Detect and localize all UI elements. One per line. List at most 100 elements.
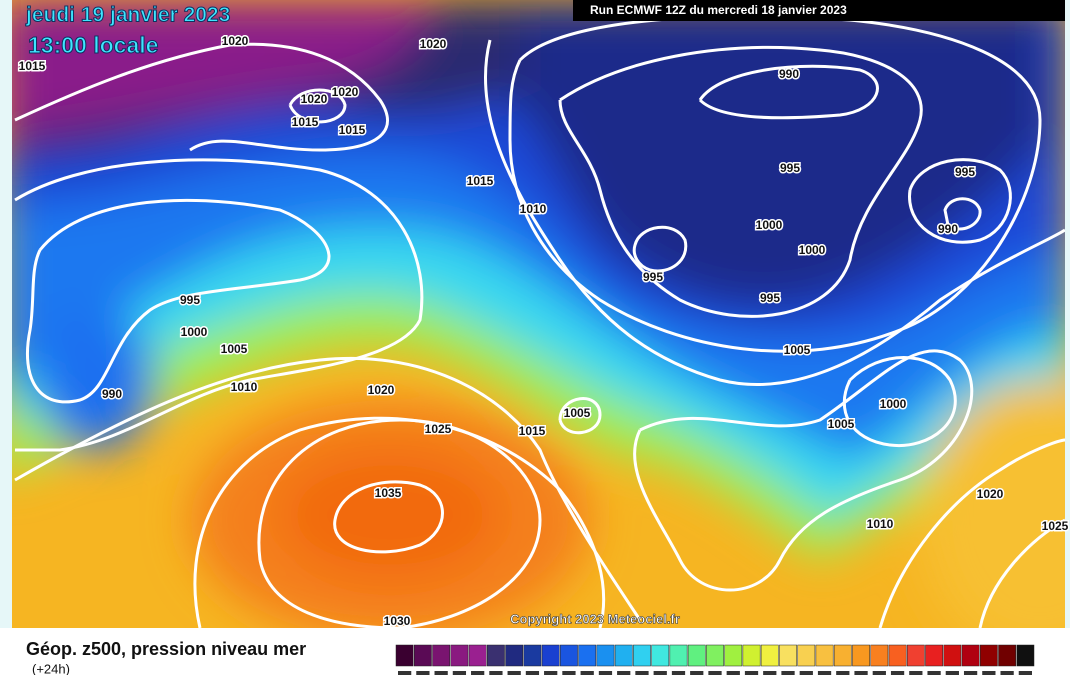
isobar-label: 1010 — [231, 380, 258, 394]
isobar-label: 995 — [760, 291, 780, 305]
isobar-label: 1020 — [301, 92, 328, 106]
isobar-label: 1005 — [784, 343, 811, 357]
color-swatch — [943, 644, 962, 667]
run-banner — [573, 0, 1065, 21]
isobar-label: 1015 — [467, 174, 494, 188]
isobar-label: 995 — [955, 165, 975, 179]
scale-tick — [489, 671, 503, 675]
color-swatch — [395, 644, 414, 667]
scale-tick — [982, 671, 996, 675]
color-swatch — [468, 644, 487, 667]
isobar-label: 1020 — [368, 383, 395, 397]
scale-tick — [836, 671, 850, 675]
legend-title: Géop. z500, pression niveau mer — [26, 639, 306, 659]
scale-tick — [1000, 671, 1014, 675]
color-swatch — [925, 644, 943, 667]
color-scale — [395, 644, 1035, 675]
isobar-label: 1015 — [339, 123, 366, 137]
scale-tick — [909, 671, 923, 675]
scale-tick — [671, 671, 686, 675]
forecast-date: jeudi 19 janvier 2023 — [25, 4, 230, 27]
color-swatch — [596, 644, 615, 667]
color-swatch — [998, 644, 1016, 667]
color-swatch — [432, 644, 451, 667]
scale-tick — [854, 671, 868, 675]
scale-tick — [507, 671, 521, 675]
color-swatch — [779, 644, 797, 667]
isobar-label: 1000 — [880, 397, 907, 411]
scale-tick — [872, 671, 886, 675]
isobar-label: 990 — [779, 67, 799, 81]
isobar-label: 1025 — [1042, 519, 1069, 533]
isobar-label: 990 — [938, 222, 958, 236]
color-swatch — [487, 644, 505, 667]
isobar-label: 1000 — [799, 243, 826, 257]
color-swatch — [560, 644, 578, 667]
color-swatch — [852, 644, 870, 667]
scale-tick — [635, 671, 649, 675]
color-swatch — [979, 644, 998, 667]
scale-tick — [471, 671, 485, 675]
scale-tick — [963, 671, 978, 675]
color-swatch — [505, 644, 524, 667]
legend-subtitle: (+24h) — [32, 661, 70, 675]
color-swatch — [888, 644, 907, 667]
scale-tick — [945, 671, 959, 675]
color-swatch — [450, 644, 469, 667]
color-field — [12, 0, 1065, 628]
scale-tick — [416, 671, 430, 675]
isobar-label: 1005 — [221, 342, 248, 356]
isobar-label: 1015 — [519, 424, 546, 438]
scale-tick — [927, 671, 941, 675]
scale-tick — [452, 671, 467, 675]
isobar-label: 1005 — [564, 406, 591, 420]
color-swatch — [578, 644, 597, 667]
scale-tick — [653, 671, 667, 675]
forecast-time: 13:00 locale — [28, 32, 158, 58]
isobar-label: 1020 — [332, 85, 359, 99]
isobar-labels: 1020 1020 1015 1020 1020 1015 1015 1015 1010 990 9… — [17, 33, 1070, 630]
scale-tick — [799, 671, 813, 675]
scale-tick — [580, 671, 594, 675]
color-swatch — [724, 644, 743, 667]
isobar-label: 1015 — [19, 59, 46, 73]
color-swatch — [760, 644, 779, 667]
color-swatch — [815, 644, 834, 667]
isobar-label: 1010 — [520, 202, 547, 216]
color-swatch — [961, 644, 980, 667]
isobar-label: 1025 — [425, 422, 452, 436]
isobar-label: 1000 — [181, 325, 208, 339]
scale-tick — [744, 671, 759, 675]
color-swatch — [687, 644, 706, 667]
scale-tick — [598, 671, 613, 675]
isobar-label: 995 — [780, 161, 800, 175]
isobar-label: 1005 — [828, 417, 855, 431]
color-swatch — [523, 644, 542, 667]
scale-tick — [726, 671, 740, 675]
scale-tick — [434, 671, 448, 675]
copyright: Copyright 2023 Meteociel.fr — [510, 611, 680, 626]
run-info: Run ECMWF 12Z du mercredi 18 janvier 202… — [590, 3, 847, 17]
isobar-label: 1020 — [420, 37, 447, 51]
scale-tick — [398, 671, 412, 675]
color-swatch — [541, 644, 560, 667]
scale-tick — [1018, 671, 1032, 675]
isobars — [14, 14, 1065, 628]
scale-tick — [781, 671, 795, 675]
color-swatch — [797, 644, 816, 667]
color-swatch — [1016, 644, 1035, 667]
scale-tick — [817, 671, 832, 675]
scale-tick — [763, 671, 777, 675]
color-swatch — [669, 644, 688, 667]
scale-tick — [708, 671, 722, 675]
isobar-label: 1000 — [756, 218, 783, 232]
isobar-label: 1020 — [977, 487, 1004, 501]
scale-tick — [690, 671, 704, 675]
color-swatch — [742, 644, 761, 667]
isobar-label: 1035 — [375, 486, 402, 500]
scale-tick — [890, 671, 905, 675]
color-swatch — [633, 644, 651, 667]
isobar-label: 990 — [102, 387, 122, 401]
